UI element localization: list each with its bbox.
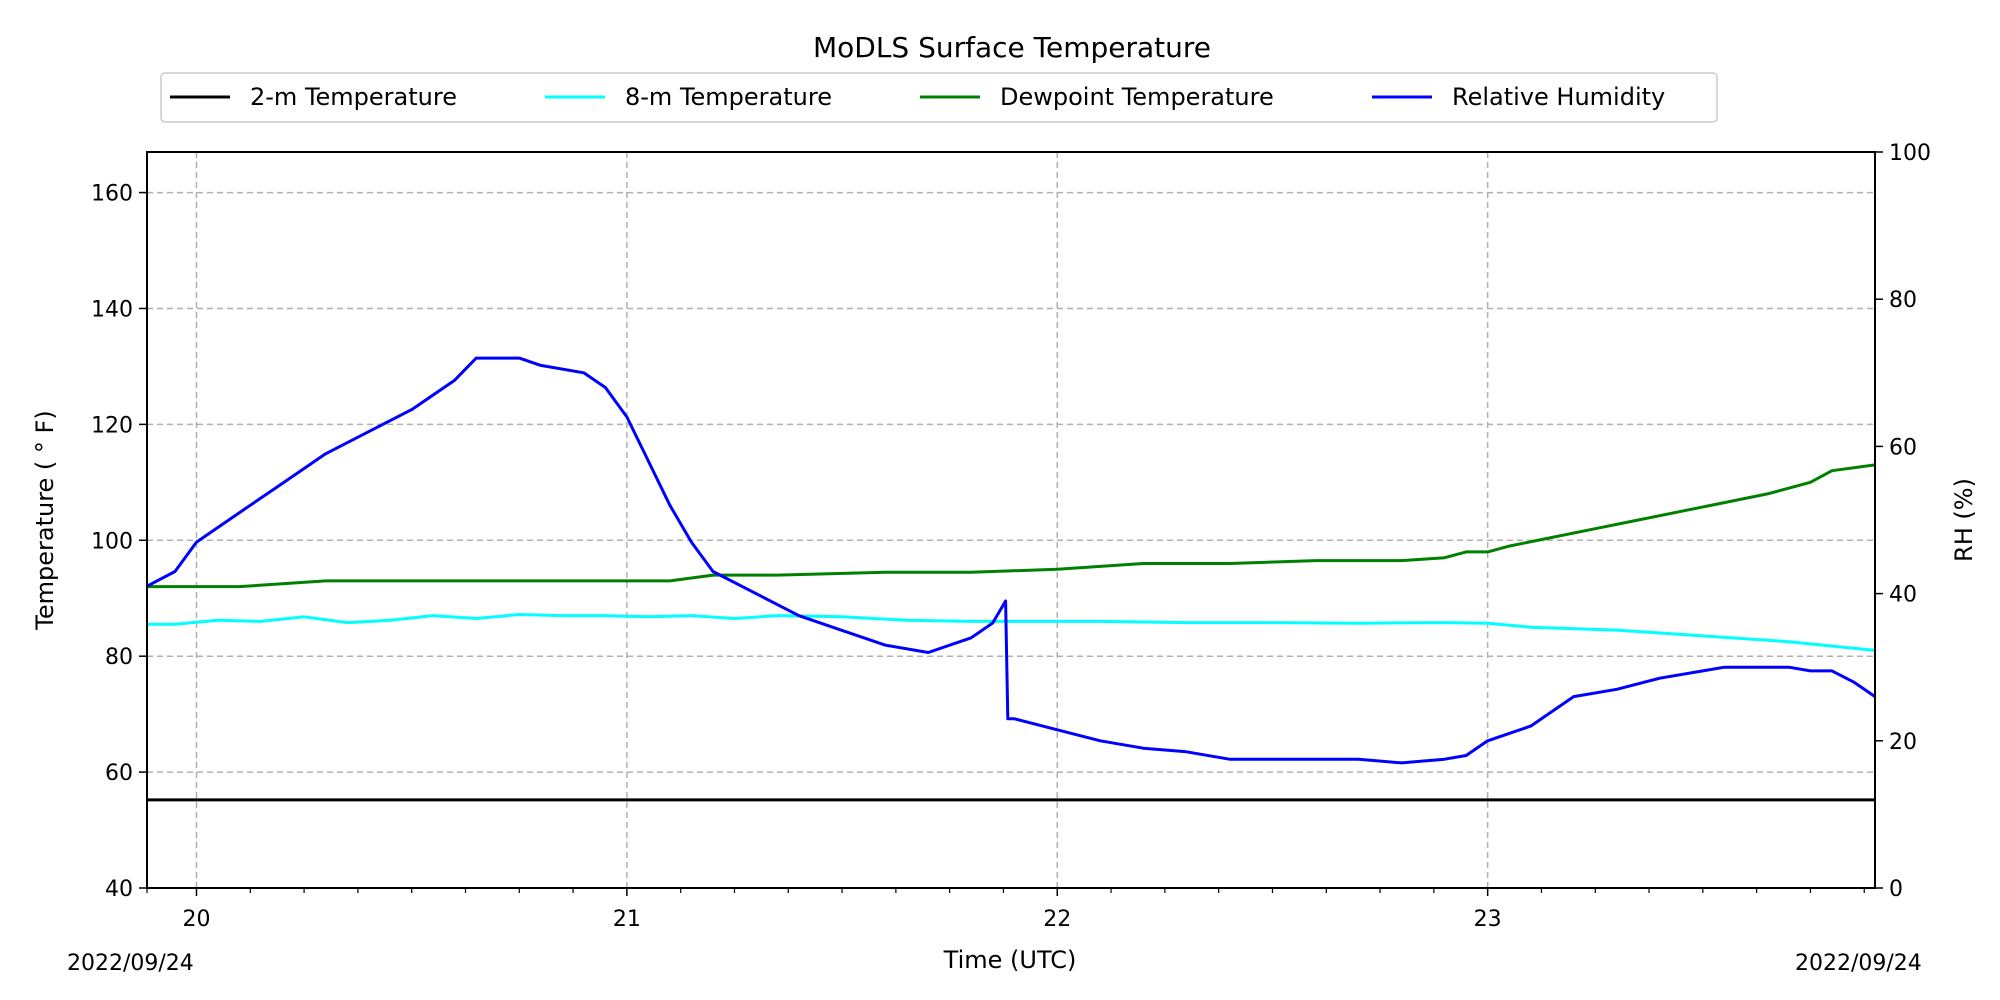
chart-title: MoDLS Surface Temperature	[813, 31, 1211, 64]
series-line-relative-humidity	[146, 356, 1876, 765]
y2-tick-label: 0	[1889, 877, 1903, 902]
y-tick-label: 120	[91, 413, 133, 438]
plot-area	[146, 151, 1876, 889]
y-tick-label: 140	[91, 297, 133, 322]
x-tick-label: 21	[613, 907, 641, 932]
y2-tick-label: 80	[1889, 288, 1917, 313]
legend-label-2-m-temperature: 2-m Temperature	[250, 83, 457, 111]
start-date-label: 2022/09/24	[67, 951, 194, 976]
legend: 2-m Temperature 8-m Temperature Dewpoint T…	[160, 72, 1718, 123]
legend-label-dewpoint-temperature: Dewpoint Temperature	[1000, 83, 1274, 111]
y2-tick-label: 100	[1889, 141, 1931, 166]
y-tick-label: 60	[105, 761, 133, 786]
y2-tick-label: 40	[1889, 583, 1917, 608]
y2-axis-title: RH (%)	[1950, 478, 1978, 562]
legend-label-relative-humidity: Relative Humidity	[1452, 83, 1665, 111]
x-tick-label: 23	[1474, 907, 1502, 932]
y-tick-label: 40	[105, 877, 133, 902]
y-tick-label: 100	[91, 529, 133, 554]
legend-label-8-m-temperature: 8-m Temperature	[625, 83, 832, 111]
y-tick-label: 160	[91, 182, 133, 207]
series-layer	[146, 356, 1876, 802]
end-date-label: 2022/09/24	[1795, 951, 1922, 976]
x-tick-label: 20	[182, 907, 210, 932]
y-axis-left: 40 60 80 100 120 140 160	[91, 182, 147, 902]
y2-tick-label: 20	[1889, 730, 1917, 755]
y-axis-title: Temperature ( ° F)	[31, 410, 59, 630]
y-axis-right: 0 20 40 60 80 100	[1875, 141, 1931, 902]
series-line-8-m-temperature	[147, 613, 1876, 652]
x-axis: 20 21 22 23	[146, 888, 1865, 932]
y2-tick-label: 60	[1889, 435, 1917, 460]
x-tick-label: 22	[1043, 907, 1071, 932]
gridlines	[147, 152, 1875, 889]
series-line-dewpoint-temperature	[147, 463, 1876, 589]
x-axis-title: Time (UTC)	[943, 946, 1077, 974]
y-tick-label: 80	[105, 645, 133, 670]
